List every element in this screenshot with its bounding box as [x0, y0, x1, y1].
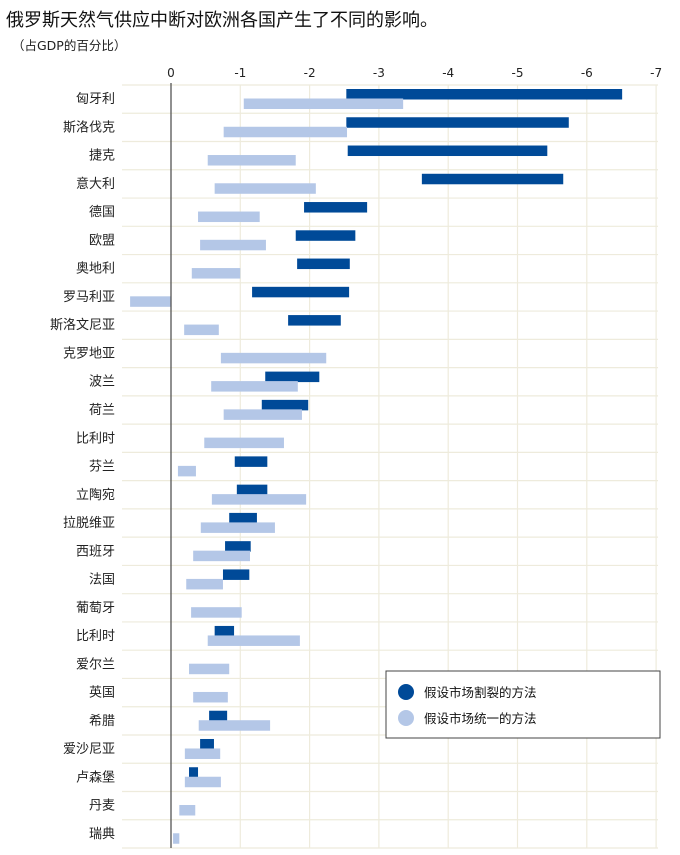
x-tick-label: -2	[304, 66, 316, 80]
category-label: 波兰	[89, 375, 115, 390]
bar-fragmented-2	[347, 145, 548, 157]
bar-integrated-1	[223, 126, 348, 138]
bar-integrated-10	[211, 381, 298, 392]
category-label: 瑞典	[89, 827, 115, 842]
bar-integrated-5	[200, 239, 266, 251]
legend-label-fragmented: 假设市场割裂的方法	[424, 685, 537, 700]
bar-fragmented-7	[252, 286, 350, 298]
bar-integrated-12	[204, 437, 284, 449]
bar-fragmented-24	[189, 767, 199, 778]
bar-fragmented-11	[261, 399, 309, 411]
category-label: 罗马利亚	[63, 290, 115, 305]
bar-integrated-7	[130, 296, 171, 307]
legend-label-integrated: 假设市场统一的方法	[424, 711, 537, 726]
bar-integrated-4	[198, 211, 260, 223]
category-label: 比利时	[76, 629, 115, 644]
category-label: 奥地利	[76, 262, 115, 277]
x-axis-ticks: 0 -1 -2 -3 -4 -5 -6 -7	[167, 66, 662, 80]
legend: 假设市场割裂的方法 假设市场统一的方法	[385, 670, 661, 739]
category-label: 葡萄牙	[76, 601, 115, 616]
bar-fragmented-19	[214, 625, 235, 637]
bar-integrated-26	[173, 833, 180, 844]
chart-title: 俄罗斯天然气供应中断对欧洲各国产生了不同的影响。	[6, 10, 438, 31]
bar-integrated-21	[193, 691, 228, 703]
bar-integrated-19	[207, 635, 300, 646]
bar-fragmented-16	[225, 541, 251, 552]
category-label: 比利时	[76, 431, 115, 446]
bar-fragmented-22	[209, 710, 228, 722]
category-label: 爱沙尼亚	[63, 742, 115, 757]
category-label: 丹麦	[89, 799, 115, 814]
category-label: 意大利	[76, 176, 115, 192]
grid-lines	[122, 84, 658, 849]
bar-fragmented-8	[288, 315, 341, 326]
bar-fragmented-6	[297, 258, 350, 270]
category-label: 荷兰	[89, 403, 115, 418]
category-label: 法国	[89, 573, 115, 588]
x-tick-label: -1	[234, 66, 246, 80]
bar-fragmented-0	[346, 89, 623, 100]
bar-fragmented-14	[236, 484, 268, 496]
bar-integrated-24	[184, 776, 221, 788]
bar-integrated-17	[186, 578, 223, 590]
bar-integrated-0	[243, 98, 404, 109]
bar-integrated-22	[198, 720, 271, 731]
category-label: 斯洛文尼亚	[50, 318, 115, 333]
x-tick-label: -3	[373, 66, 385, 80]
bar-fragmented-3	[421, 173, 564, 185]
bar-fragmented-1	[346, 117, 569, 128]
bar-integrated-9	[220, 352, 327, 364]
category-label: 芬兰	[89, 460, 115, 475]
legend-marker-fragmented	[398, 684, 414, 700]
category-label: 英国	[89, 686, 115, 701]
x-tick-label: 0	[167, 66, 175, 80]
category-label: 德国	[89, 205, 115, 220]
bar-integrated-8	[184, 324, 219, 336]
bar-integrated-2	[207, 155, 296, 166]
x-tick-label: -6	[581, 66, 593, 80]
bar-integrated-3	[214, 183, 316, 194]
category-label: 西班牙	[76, 544, 115, 559]
bar-fragmented-15	[229, 512, 257, 524]
category-label: 爱尔兰	[76, 657, 115, 672]
bar-integrated-11	[223, 409, 302, 420]
category-label: 希腊	[89, 714, 115, 729]
bar-fragmented-13	[234, 456, 268, 467]
bar-fragmented-17	[222, 569, 250, 580]
bar-fragmented-4	[304, 202, 368, 213]
x-tick-label: -7	[650, 66, 662, 80]
bar-integrated-23	[184, 748, 221, 759]
legend-box	[385, 670, 661, 739]
bar-integrated-20	[189, 663, 230, 675]
x-tick-label: -4	[442, 66, 454, 80]
category-label: 匈牙利	[76, 92, 115, 107]
category-label: 拉脱维亚	[63, 516, 115, 531]
bar-fragmented-23	[200, 738, 214, 750]
bar-integrated-15	[200, 522, 275, 533]
x-tick-label: -5	[512, 66, 524, 80]
category-label: 斯洛伐克	[63, 120, 115, 135]
legend-marker-integrated	[398, 710, 414, 726]
category-label: 卢森堡	[76, 769, 115, 785]
category-label: 欧盟	[89, 233, 115, 248]
bar-integrated-18	[191, 607, 242, 618]
category-label: 立陶宛	[76, 487, 115, 503]
category-labels: 匈牙利斯洛伐克捷克意大利德国欧盟奥地利罗马利亚斯洛文尼亚克罗地亚波兰荷兰比利时芬…	[50, 92, 115, 842]
chart-subtitle: （占GDP的百分比）	[12, 38, 127, 53]
category-label: 克罗地亚	[63, 346, 115, 361]
bar-integrated-16	[193, 550, 251, 562]
bar-fragmented-5	[295, 230, 356, 241]
category-label: 捷克	[89, 149, 115, 164]
bar-integrated-13	[177, 465, 196, 477]
bar-integrated-14	[211, 494, 307, 505]
bars	[130, 89, 623, 844]
bar-integrated-25	[179, 805, 196, 816]
bar-fragmented-10	[265, 371, 320, 383]
bar-integrated-6	[191, 268, 241, 279]
